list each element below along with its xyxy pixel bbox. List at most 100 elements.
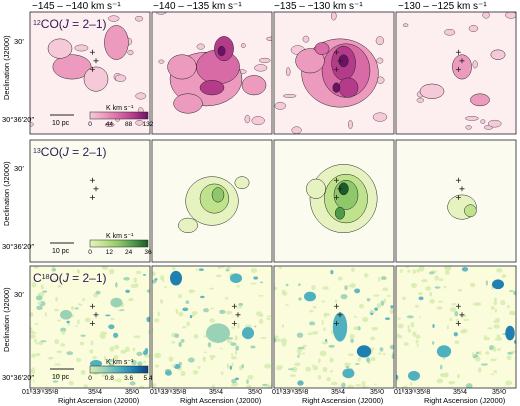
faint-clump (251, 116, 265, 126)
noise-speck (186, 321, 190, 327)
noise-speck (266, 315, 272, 318)
noise-speck (321, 300, 326, 303)
noise-speck (31, 353, 36, 358)
noise-speck (236, 285, 240, 288)
source-cross-marker (89, 194, 95, 200)
noise-speck (407, 269, 411, 273)
noise-speck (234, 335, 238, 341)
noise-speck (47, 356, 54, 360)
noise-speck (402, 385, 409, 388)
panel-r3-c2 (151, 265, 273, 389)
noise-speck (178, 311, 184, 317)
noise-speck (490, 373, 495, 376)
noise-speck (397, 323, 404, 329)
noise-speck (376, 303, 382, 309)
noise-speck (454, 340, 460, 344)
noise-speck (403, 342, 409, 346)
noise-speck (80, 369, 86, 375)
x-tick-mid-2: 35ˢ4 (209, 389, 223, 396)
noise-speck (217, 266, 222, 270)
noise-speck (36, 305, 43, 311)
emission-contour (505, 325, 515, 341)
noise-speck (345, 365, 350, 369)
noise-speck (451, 303, 457, 306)
noise-speck (154, 318, 160, 323)
source-cross-marker (93, 186, 99, 192)
emission-map (396, 266, 516, 388)
transition-j: J (62, 271, 70, 285)
noise-speck (418, 316, 422, 319)
colorbar (89, 365, 149, 374)
noise-speck (382, 352, 386, 356)
source-cross-marker (89, 177, 95, 183)
noise-speck (377, 352, 382, 355)
noise-speck (32, 367, 35, 370)
noise-speck (203, 351, 208, 354)
source-cross-marker (89, 303, 95, 309)
noise-speck (108, 358, 113, 363)
noise-speck (78, 303, 83, 306)
noise-speck (207, 342, 212, 348)
source-cross-marker (333, 320, 339, 326)
isotope-number: 12 (33, 20, 41, 27)
noise-speck (493, 297, 497, 302)
emission-map (447, 194, 477, 220)
noise-speck (189, 315, 193, 319)
noise-speck (436, 378, 444, 384)
noise-speck (171, 364, 176, 367)
source-cross-marker (455, 66, 461, 72)
noise-speck (60, 327, 67, 333)
noise-speck (139, 385, 145, 388)
noise-speck (357, 357, 361, 362)
noise-speck (474, 302, 482, 307)
noise-speck (357, 326, 361, 331)
noise-speck (407, 329, 412, 333)
noise-speck (68, 380, 74, 386)
noise-speck (202, 356, 206, 362)
emission-contour (304, 291, 316, 302)
y-tick-bottom-row-3: 30°36′20″ (2, 373, 34, 382)
noise-speck (294, 362, 301, 367)
emission-contour (306, 178, 326, 199)
species-part: C (33, 271, 42, 285)
noise-speck (230, 384, 234, 387)
noise-speck (30, 327, 33, 331)
noise-speck (329, 357, 334, 363)
source-cross-marker (455, 49, 461, 55)
faint-clump (468, 25, 479, 32)
noise-speck (438, 300, 444, 303)
panel-frame (151, 265, 273, 389)
noise-speck (321, 319, 324, 326)
colorbar-title: K km s⁻¹ (106, 233, 134, 240)
noise-speck (152, 279, 157, 284)
noise-speck (226, 363, 230, 369)
noise-speck (259, 281, 264, 284)
emission-contour (90, 359, 102, 368)
source-cross-marker (231, 303, 237, 309)
noise-speck (124, 346, 130, 353)
noise-speck (481, 363, 488, 366)
noise-speck (231, 326, 236, 329)
noise-speck (490, 358, 498, 362)
noise-speck (254, 325, 257, 328)
source-cross-marker (235, 312, 241, 318)
y-axis-label-row-3: Declination (J2000) (2, 287, 11, 352)
noise-speck (136, 351, 143, 356)
y-tick-top-row-2: 30′ (14, 164, 24, 173)
noise-speck (129, 381, 136, 386)
noise-speck (374, 383, 377, 386)
emission-contour (464, 204, 477, 218)
noise-speck (219, 309, 226, 315)
emission-contour (408, 370, 420, 381)
colorbar-tick-label: 0 (88, 249, 92, 256)
noise-speck (370, 336, 376, 341)
noise-speck (453, 332, 458, 337)
noise-speck (175, 309, 179, 315)
x-axis-label-3: Right Ascension (J2000) (302, 396, 384, 405)
noise-speck (449, 307, 457, 312)
noise-speck (172, 266, 176, 271)
source-cross-marker (337, 312, 343, 318)
emission-map (152, 266, 272, 388)
noise-speck (494, 308, 497, 313)
noise-speck (457, 288, 463, 292)
